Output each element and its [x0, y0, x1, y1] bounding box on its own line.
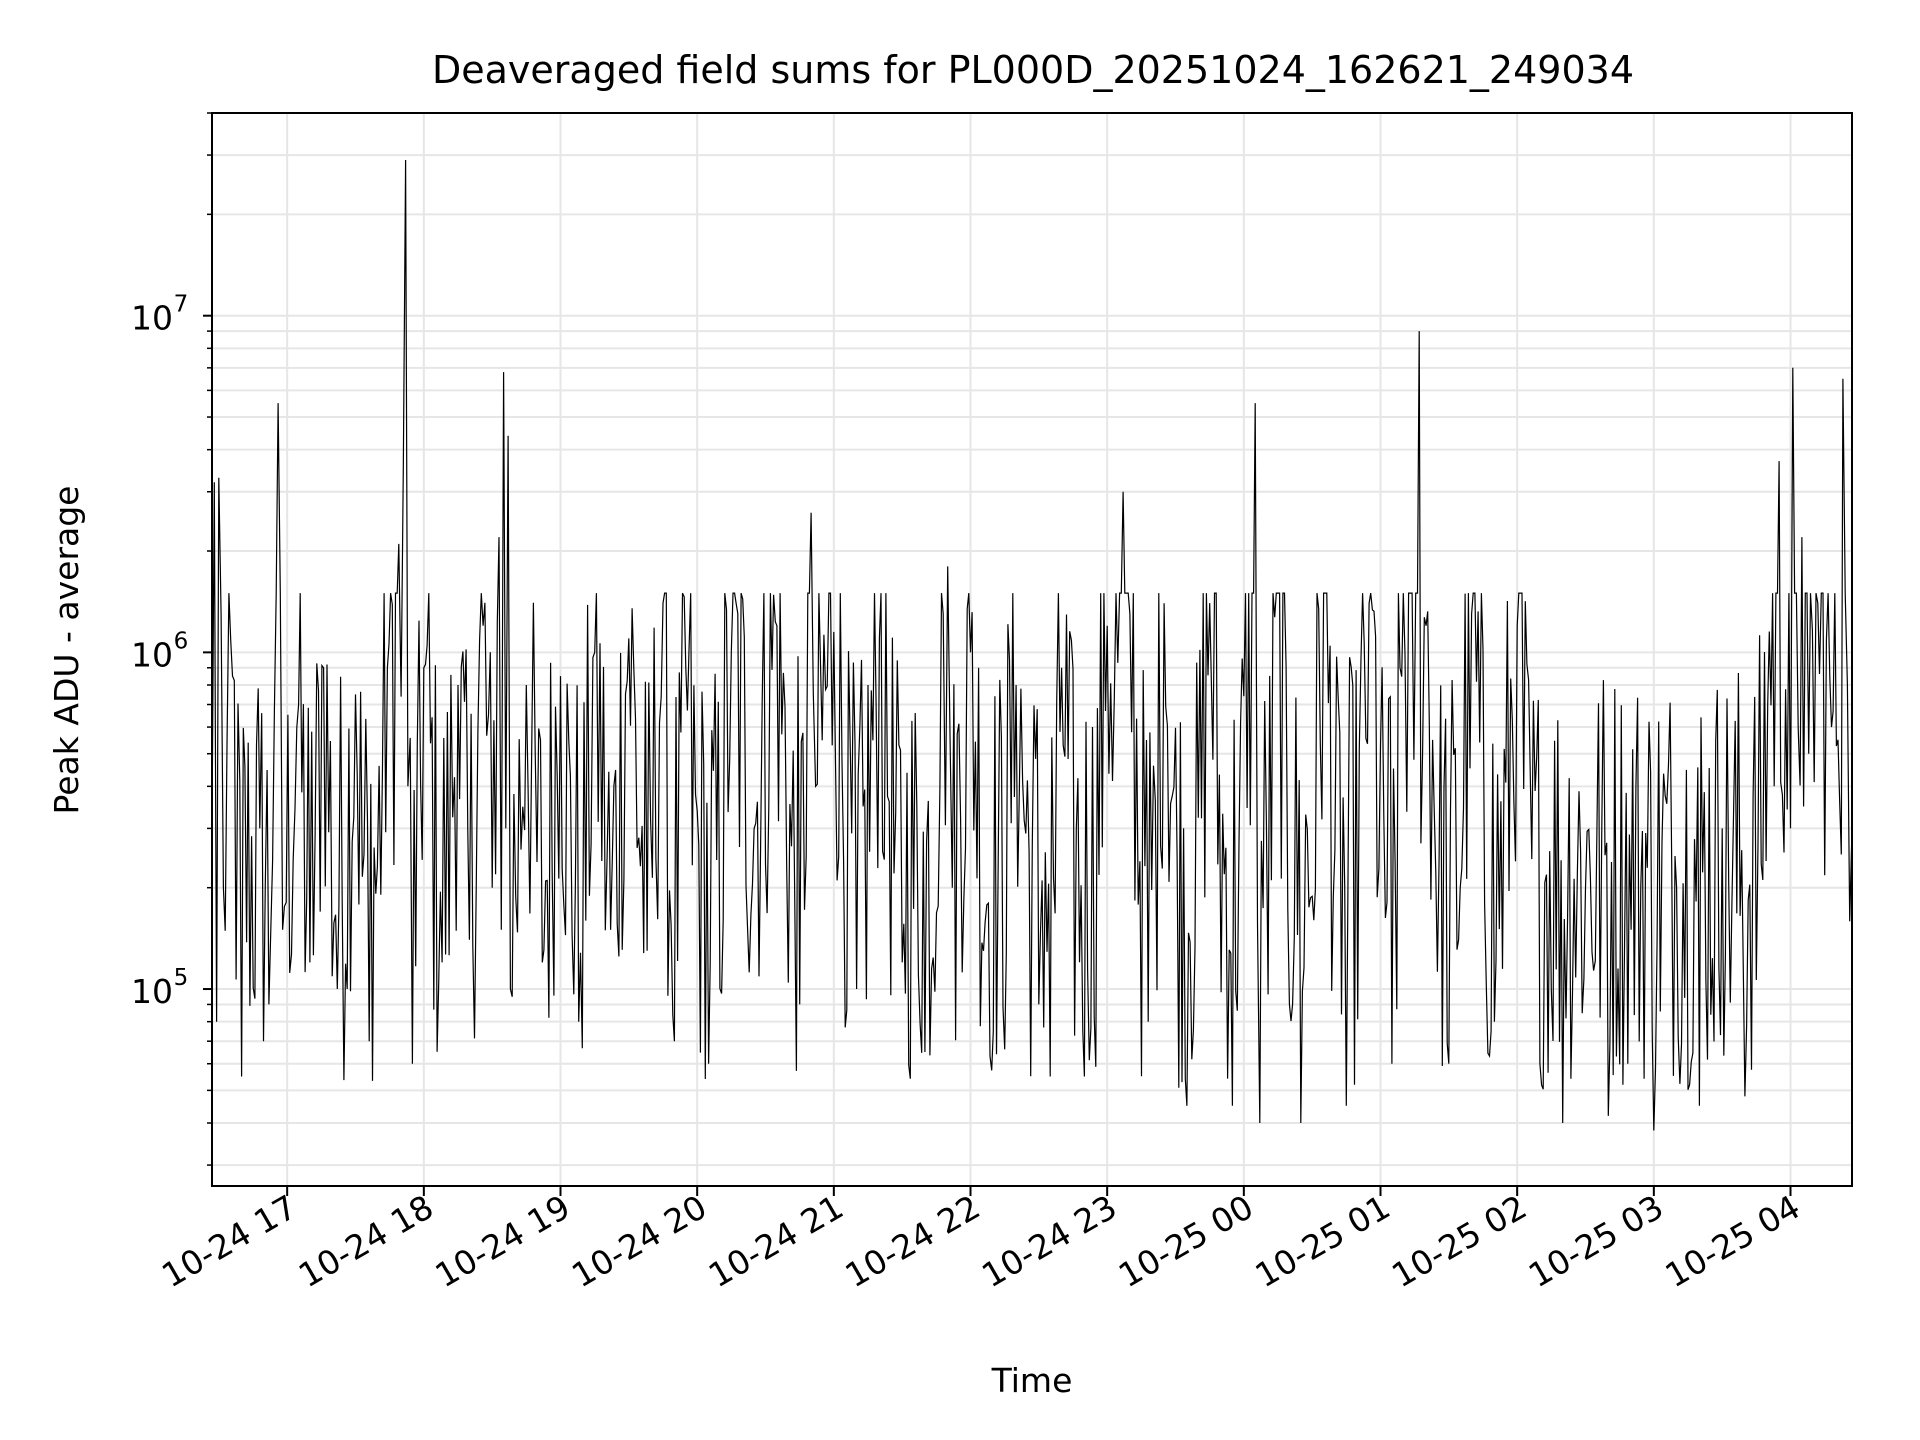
series-layer	[211, 159, 1853, 1131]
plot-frame	[211, 112, 1853, 1187]
y-tick-label: 10	[131, 972, 173, 1011]
y-tick-label: 10	[131, 299, 173, 338]
chart-title: Deaveraged field sums for PL000D_2025102…	[432, 48, 1634, 92]
series-line	[211, 159, 1853, 1131]
y-tick-label-exponent: 5	[174, 965, 189, 991]
y-tick-label-exponent: 6	[174, 628, 189, 654]
y-tick-label-exponent: 7	[174, 292, 189, 318]
y-axis-label: Peak ADU - average	[47, 486, 86, 815]
x-axis-label: Time	[991, 1361, 1073, 1400]
y-tick-label: 10	[131, 635, 173, 674]
